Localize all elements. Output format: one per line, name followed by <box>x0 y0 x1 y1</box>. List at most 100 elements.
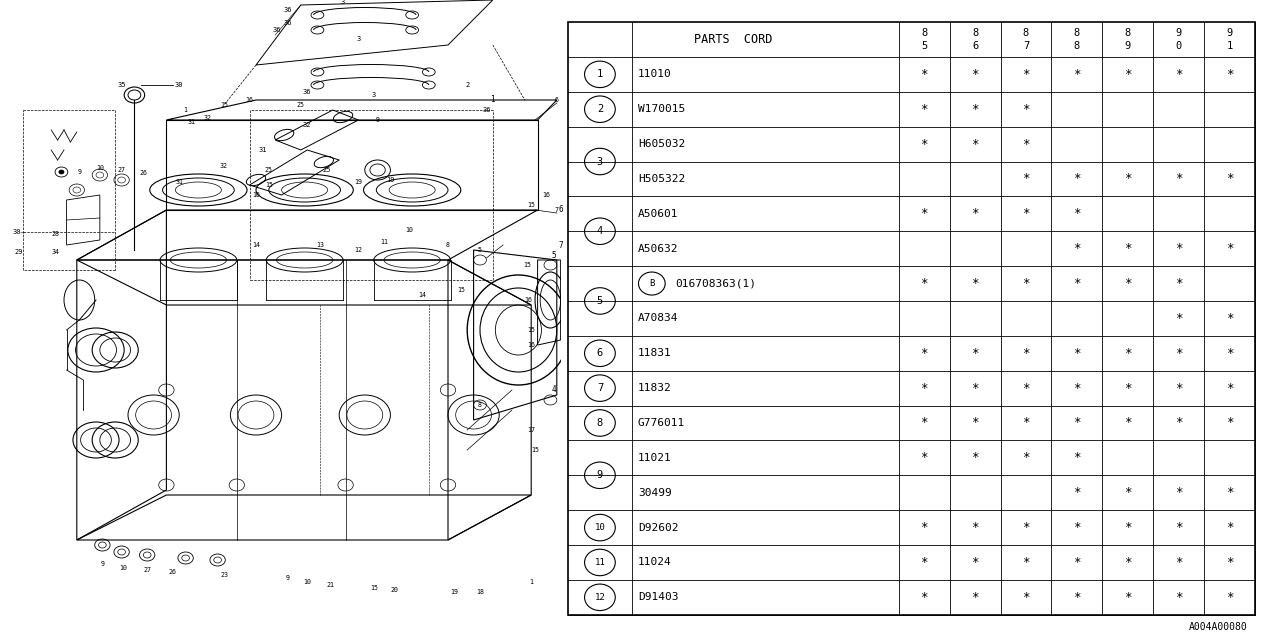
Text: *: * <box>1175 68 1183 81</box>
Text: *: * <box>1175 312 1183 325</box>
Text: *: * <box>1124 172 1132 186</box>
Text: *: * <box>920 207 928 220</box>
Text: 26: 26 <box>140 170 147 176</box>
Text: 11: 11 <box>594 558 605 567</box>
Text: PARTS  CORD: PARTS CORD <box>694 33 772 46</box>
Text: *: * <box>920 277 928 290</box>
Text: 4: 4 <box>596 226 603 236</box>
Text: 20: 20 <box>390 587 398 593</box>
Text: *: * <box>1124 521 1132 534</box>
Text: *: * <box>1023 102 1029 116</box>
Text: *: * <box>1073 242 1080 255</box>
Text: 36: 36 <box>284 20 292 26</box>
Text: *: * <box>972 417 979 429</box>
Text: 12: 12 <box>355 247 362 253</box>
Text: *: * <box>1124 591 1132 604</box>
Text: *: * <box>1226 68 1234 81</box>
Text: 27: 27 <box>118 167 125 173</box>
Text: 16: 16 <box>246 97 253 103</box>
Text: 7: 7 <box>554 207 559 213</box>
Text: 36: 36 <box>284 7 292 13</box>
Text: *: * <box>1023 591 1029 604</box>
Text: 2: 2 <box>465 82 470 88</box>
Text: *: * <box>920 347 928 360</box>
Text: *: * <box>972 591 979 604</box>
Text: *: * <box>1124 347 1132 360</box>
Text: G776011: G776011 <box>637 418 685 428</box>
Text: 16: 16 <box>543 192 550 198</box>
Text: 15: 15 <box>527 327 535 333</box>
Text: *: * <box>920 417 928 429</box>
Text: *: * <box>1073 172 1080 186</box>
Text: 15: 15 <box>220 102 228 108</box>
Text: *: * <box>1023 277 1029 290</box>
Text: *: * <box>1073 486 1080 499</box>
Text: *: * <box>1226 417 1234 429</box>
Text: 10: 10 <box>119 565 127 571</box>
Text: 19: 19 <box>355 179 362 185</box>
Text: *: * <box>1023 347 1029 360</box>
Text: 25: 25 <box>297 102 305 108</box>
Text: A70834: A70834 <box>637 314 678 323</box>
Text: 31: 31 <box>259 147 266 153</box>
Text: 8: 8 <box>1074 28 1080 38</box>
Text: 30499: 30499 <box>637 488 672 498</box>
Text: *: * <box>1023 521 1029 534</box>
Text: *: * <box>1073 381 1080 395</box>
Text: *: * <box>972 277 979 290</box>
Text: 15: 15 <box>524 262 531 268</box>
Text: *: * <box>1073 451 1080 465</box>
Text: 15: 15 <box>457 287 465 293</box>
Text: *: * <box>1124 242 1132 255</box>
Text: *: * <box>920 556 928 569</box>
Text: 11: 11 <box>380 239 388 245</box>
Text: *: * <box>972 347 979 360</box>
Text: 8: 8 <box>596 418 603 428</box>
Text: 36: 36 <box>273 27 280 33</box>
Text: *: * <box>1124 68 1132 81</box>
Text: *: * <box>1023 207 1029 220</box>
Text: *: * <box>972 102 979 116</box>
Text: *: * <box>920 521 928 534</box>
Text: *: * <box>1175 556 1183 569</box>
Text: *: * <box>1124 277 1132 290</box>
Text: 15: 15 <box>531 447 539 453</box>
Text: W170015: W170015 <box>637 104 685 114</box>
Text: 8: 8 <box>477 402 483 408</box>
Text: 16: 16 <box>527 342 535 348</box>
Text: 016708363(1): 016708363(1) <box>676 278 756 289</box>
Text: 11021: 11021 <box>637 453 672 463</box>
Text: 9: 9 <box>285 575 291 581</box>
Text: *: * <box>1226 172 1234 186</box>
Text: *: * <box>1175 521 1183 534</box>
Text: 8: 8 <box>922 28 927 38</box>
Text: 19: 19 <box>451 589 458 595</box>
Text: *: * <box>1073 347 1080 360</box>
Text: 9: 9 <box>77 169 82 175</box>
Ellipse shape <box>59 170 64 174</box>
Text: 34: 34 <box>51 249 59 255</box>
Text: 14: 14 <box>419 292 426 298</box>
Text: 9: 9 <box>596 470 603 480</box>
Text: B: B <box>649 279 654 288</box>
Text: *: * <box>1073 277 1080 290</box>
Text: H505322: H505322 <box>637 174 685 184</box>
Text: 31: 31 <box>175 179 183 185</box>
Text: *: * <box>1073 417 1080 429</box>
Text: 5: 5 <box>477 247 483 253</box>
Text: 16: 16 <box>252 192 260 198</box>
Text: *: * <box>1175 172 1183 186</box>
Text: 36: 36 <box>483 107 490 113</box>
Text: 32: 32 <box>303 122 311 128</box>
Text: 8: 8 <box>1023 28 1029 38</box>
Text: *: * <box>1226 486 1234 499</box>
Text: 6: 6 <box>596 348 603 358</box>
Text: *: * <box>1175 242 1183 255</box>
Text: *: * <box>1023 381 1029 395</box>
Text: *: * <box>1226 381 1234 395</box>
Text: 18: 18 <box>476 589 484 595</box>
Text: *: * <box>1124 556 1132 569</box>
Text: 23: 23 <box>220 572 228 578</box>
Text: 8: 8 <box>445 242 451 248</box>
Text: 3: 3 <box>340 0 346 5</box>
